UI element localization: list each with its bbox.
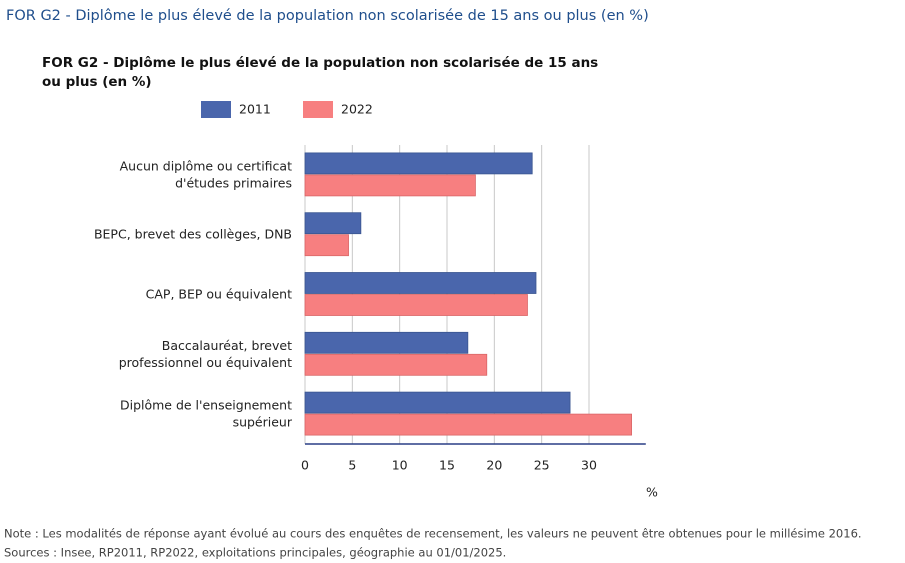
y-tick-label: Aucun diplôme ou certificat d'études prim… — [120, 158, 292, 190]
bar — [304, 391, 571, 414]
x-tick-label: 25 — [534, 458, 550, 473]
bar — [304, 353, 488, 376]
chart-title: FOR G2 - Diplôme le plus élevé de la pop… — [42, 55, 598, 90]
bar — [304, 174, 476, 197]
x-tick-label: 20 — [486, 458, 502, 473]
page-title: FOR G2 - Diplôme le plus élevé de la pop… — [6, 8, 649, 24]
legend-label: 2022 — [341, 102, 373, 117]
x-tick-label: 0 — [301, 458, 309, 473]
bar — [304, 331, 469, 354]
bar — [304, 413, 633, 436]
x-tick-label: 10 — [392, 458, 408, 473]
legend-swatch — [303, 101, 333, 118]
bar — [304, 234, 349, 257]
y-tick-label: CAP, BEP ou équivalent — [146, 286, 292, 301]
x-tick-label: 15 — [439, 458, 455, 473]
bar — [304, 152, 533, 175]
y-tick-label: Baccalauréat, brevet professionnel ou équ… — [119, 337, 292, 369]
y-tick-label: BEPC, brevet des collèges, DNB — [94, 226, 292, 241]
bar — [304, 294, 528, 316]
x-tick-label: 5 — [348, 458, 356, 473]
bar — [304, 272, 537, 294]
source: Sources : Insee, RP2011, RP2022, exploit… — [4, 546, 506, 560]
legend-swatch — [201, 101, 231, 118]
y-tick-label: Diplôme de l'enseignement supérieur — [120, 397, 293, 429]
bar — [304, 212, 362, 235]
note: Note : Les modalités de réponse ayant év… — [4, 527, 862, 541]
x-tick-label: 30 — [581, 458, 597, 473]
x-axis-label: % — [646, 485, 658, 500]
legend-label: 2011 — [239, 102, 271, 117]
